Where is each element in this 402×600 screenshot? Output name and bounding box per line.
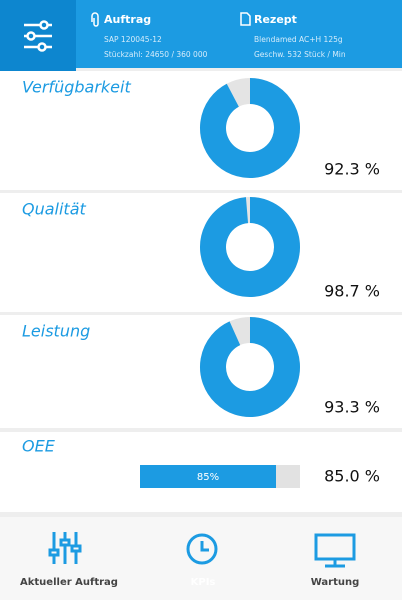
kpi-value: 85.0 % — [324, 467, 380, 486]
order-line: SAP 120045-12 — [104, 35, 162, 44]
donut-arc — [200, 317, 300, 417]
clock-icon — [186, 533, 218, 565]
recipe-title: Rezept — [254, 13, 297, 26]
progress-label: 85% — [197, 472, 219, 483]
monitor-icon — [314, 533, 356, 568]
progress-fill — [140, 465, 276, 488]
kpi-value: 92.3 % — [324, 160, 380, 179]
doc-icon — [240, 12, 251, 26]
sliders-icon — [48, 532, 82, 564]
recipe-line: Blendamed AC+H 125g — [254, 35, 343, 44]
clip-icon — [91, 12, 99, 27]
kpi-title: Qualität — [22, 200, 87, 219]
order-line: Stückzahl: 24650 / 360 000 — [104, 50, 208, 59]
menu-icon — [24, 20, 52, 52]
kpi-value: 93.3 % — [324, 398, 380, 417]
tab-label: KPIs — [191, 577, 216, 588]
recipe-line: Geschw. 532 Stück / Min — [254, 50, 346, 59]
donut-arc — [200, 78, 300, 178]
kpi-value: 98.7 % — [324, 282, 380, 301]
kpi-title: Verfügbarkeit — [22, 78, 131, 97]
donut-arc — [200, 197, 300, 297]
order-title: Auftrag — [104, 13, 151, 26]
tab-label: Aktueller Auftrag — [20, 577, 118, 588]
kpi-title: OEE — [22, 437, 56, 456]
nav-bar — [0, 517, 402, 600]
tab-label: Wartung — [311, 577, 360, 588]
kpi-title: Leistung — [22, 322, 90, 341]
